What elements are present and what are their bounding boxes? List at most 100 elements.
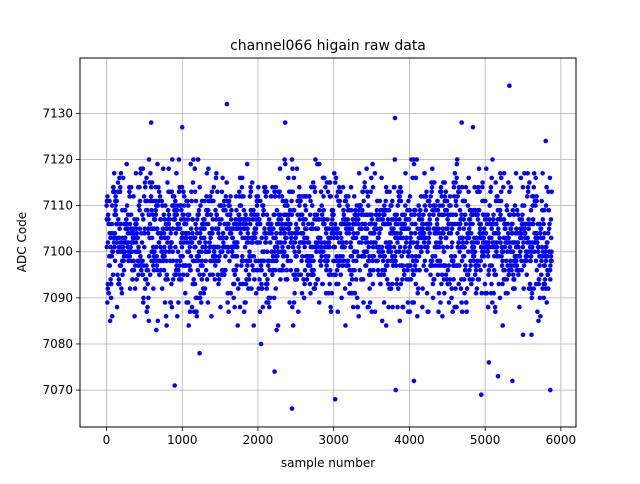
data-point <box>536 244 541 250</box>
data-point <box>426 309 431 315</box>
data-point <box>437 258 443 264</box>
data-point <box>187 263 192 268</box>
data-point <box>135 235 140 241</box>
data-point <box>328 194 334 199</box>
data-point <box>179 235 185 241</box>
data-point <box>536 277 542 282</box>
data-point <box>436 244 442 250</box>
data-point <box>522 226 528 231</box>
data-point <box>480 180 485 185</box>
data-point <box>536 281 541 287</box>
data-point <box>461 253 467 259</box>
data-point <box>169 304 175 310</box>
data-point <box>375 267 381 273</box>
data-point <box>230 235 236 241</box>
data-point <box>542 207 547 213</box>
data-point <box>519 267 524 273</box>
data-point <box>157 194 163 199</box>
data-point <box>525 235 530 241</box>
data-point <box>383 323 389 328</box>
data-point <box>346 221 352 227</box>
data-point <box>364 226 370 231</box>
data-point <box>258 341 264 347</box>
data-point <box>181 203 187 208</box>
data-point <box>363 263 369 268</box>
data-point <box>501 184 506 190</box>
data-point <box>546 189 551 195</box>
data-point <box>124 221 129 227</box>
data-point <box>318 244 324 250</box>
data-point <box>266 300 271 305</box>
chart-title: channel066 higain raw data <box>230 38 426 54</box>
y-tick-label: 7070 <box>42 383 73 397</box>
data-point <box>412 263 418 268</box>
data-point <box>356 217 361 222</box>
data-point <box>311 258 316 264</box>
data-point <box>537 295 543 301</box>
data-point <box>454 203 459 208</box>
data-point <box>146 295 151 301</box>
data-point <box>411 161 417 167</box>
data-point <box>368 272 373 278</box>
data-point <box>228 217 234 222</box>
data-point <box>499 253 504 259</box>
data-point <box>252 235 258 241</box>
data-point <box>353 277 359 282</box>
data-point <box>500 249 506 254</box>
data-point <box>432 253 438 259</box>
data-point <box>124 203 130 208</box>
data-point <box>173 198 178 204</box>
data-point <box>142 286 148 291</box>
data-point <box>358 203 363 208</box>
data-point <box>317 161 322 167</box>
data-point <box>141 217 146 222</box>
data-point <box>261 249 267 254</box>
data-point <box>475 240 481 245</box>
data-point <box>476 166 482 171</box>
data-point <box>500 323 506 328</box>
data-point <box>113 194 118 199</box>
data-point <box>156 184 161 190</box>
data-point <box>392 157 398 162</box>
data-point <box>211 249 217 254</box>
x-tick-label: 3000 <box>318 433 349 447</box>
data-point <box>243 212 248 218</box>
data-point <box>454 175 460 181</box>
data-point <box>130 277 135 282</box>
data-point <box>287 207 293 213</box>
data-point <box>269 194 274 199</box>
data-point <box>249 286 254 291</box>
data-point <box>485 212 491 218</box>
data-point <box>293 221 299 227</box>
data-point <box>134 217 140 222</box>
data-point <box>165 207 171 213</box>
data-point <box>474 258 480 264</box>
data-point <box>463 267 468 273</box>
data-point <box>175 314 180 319</box>
data-point <box>305 272 311 278</box>
data-point <box>147 221 153 227</box>
data-point <box>339 295 344 301</box>
data-point <box>222 272 227 278</box>
data-point <box>498 240 503 245</box>
data-point <box>228 194 233 199</box>
data-point <box>288 258 294 264</box>
data-point <box>177 226 183 231</box>
data-point <box>369 221 374 227</box>
data-point <box>214 171 219 176</box>
data-point <box>485 253 491 259</box>
data-point <box>108 244 113 250</box>
data-point <box>407 217 412 222</box>
data-point <box>502 267 507 273</box>
data-point <box>421 212 426 218</box>
data-point <box>504 203 510 208</box>
data-point <box>274 207 280 213</box>
data-point <box>270 253 276 259</box>
data-point <box>468 231 474 236</box>
outlier-point <box>179 124 185 130</box>
data-point <box>262 226 267 231</box>
data-point <box>204 171 210 176</box>
data-point <box>179 207 184 213</box>
data-point <box>374 226 379 231</box>
data-point <box>319 203 325 208</box>
